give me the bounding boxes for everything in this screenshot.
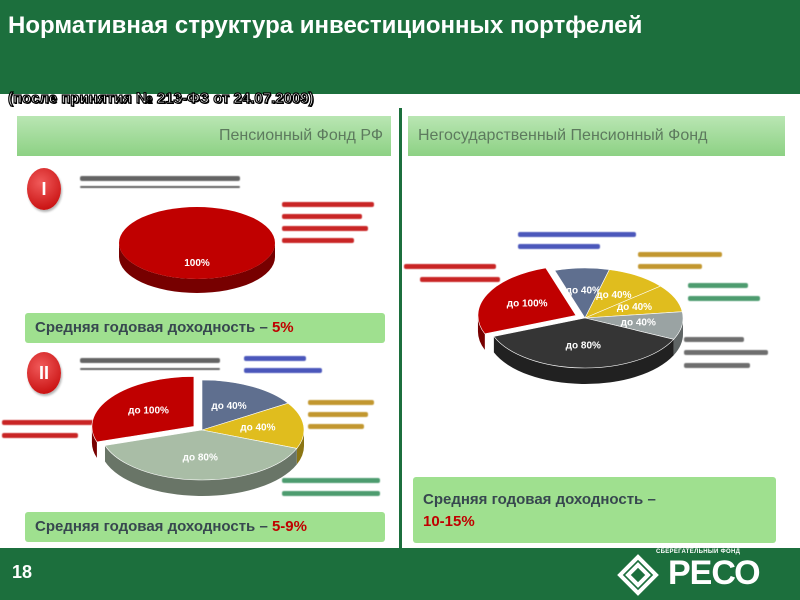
page-title: Нормативная структура инвестиционных пор… [8,12,643,39]
pie-conservative: 100% [119,207,275,293]
pie-slice [201,379,289,431]
pie-slice-label: 100% [184,258,210,269]
yield-conservative-label: Средняя годовая доходность – [35,319,272,336]
pie-slice-label: до 40% [566,286,601,297]
pie-slice-side [493,336,674,384]
tab-pfr[interactable]: Пенсионный Фонд РФ [17,116,391,156]
yield-npf: Средняя годовая доходность – 10-15% [413,477,776,543]
pie-slice [104,429,298,481]
header-bar [0,0,800,94]
pie-slice-label: до 80% [183,452,218,463]
pie-slice [493,317,675,369]
yield-extended: Средняя годовая доходность – 5-9% [25,512,385,542]
yield-extended-label: Средняя годовая доходность – [35,518,272,535]
yield-conservative: Средняя годовая доходность – 5% [25,313,385,343]
pie-slice-side [673,318,683,356]
yield-npf-value: 10-15% [423,513,475,530]
tab-npf[interactable]: Негосударственный Пенсионный Фонд [408,116,785,156]
page-number: 18 [12,562,33,582]
page-subtitle: (после принятия № 213-ФЗ от 24.07.2009) [7,89,314,107]
pie-slice-label: до 40% [621,317,656,328]
pie-slice-label: до 100% [128,405,169,416]
pie-slice-label: до 40% [240,422,275,433]
portfolio-badge-two: II [27,352,61,394]
pie-slice [201,402,305,449]
yield-npf-label: Средняя годовая доходность – [423,491,656,508]
pie-slice-label: до 40% [617,302,652,313]
footer-bar [0,548,800,600]
pie-slice-side [477,315,485,350]
pie-slice [91,376,195,443]
pie-slice [477,267,577,335]
pie-slice-label: до 100% [507,299,548,310]
yield-conservative-value: 5% [271,319,294,336]
yield-extended-value: 5-9% [271,518,307,535]
pie-extended: до 40% до 40% до 80% до 100% [91,376,305,496]
pie-npf: до 40%до 40%до 40%до 40%до 80%до 100% [477,267,684,384]
pie-slice-label: до 80% [566,340,601,351]
logo-subtitle: СБЕРЕГАТЕЛЬНЫЙ ФОНД [656,549,741,555]
pie-slice-label: до 40% [211,401,246,412]
pie-slice-side [119,243,275,293]
pie-slice-side [104,445,297,496]
pie-slice-side [296,430,304,465]
portfolio-badge-one: I [27,168,61,210]
pie-slice-label: до 40% [596,290,631,301]
column-divider [399,108,402,548]
logo-text: РЕСО [668,554,761,592]
pie-slice [119,207,275,279]
